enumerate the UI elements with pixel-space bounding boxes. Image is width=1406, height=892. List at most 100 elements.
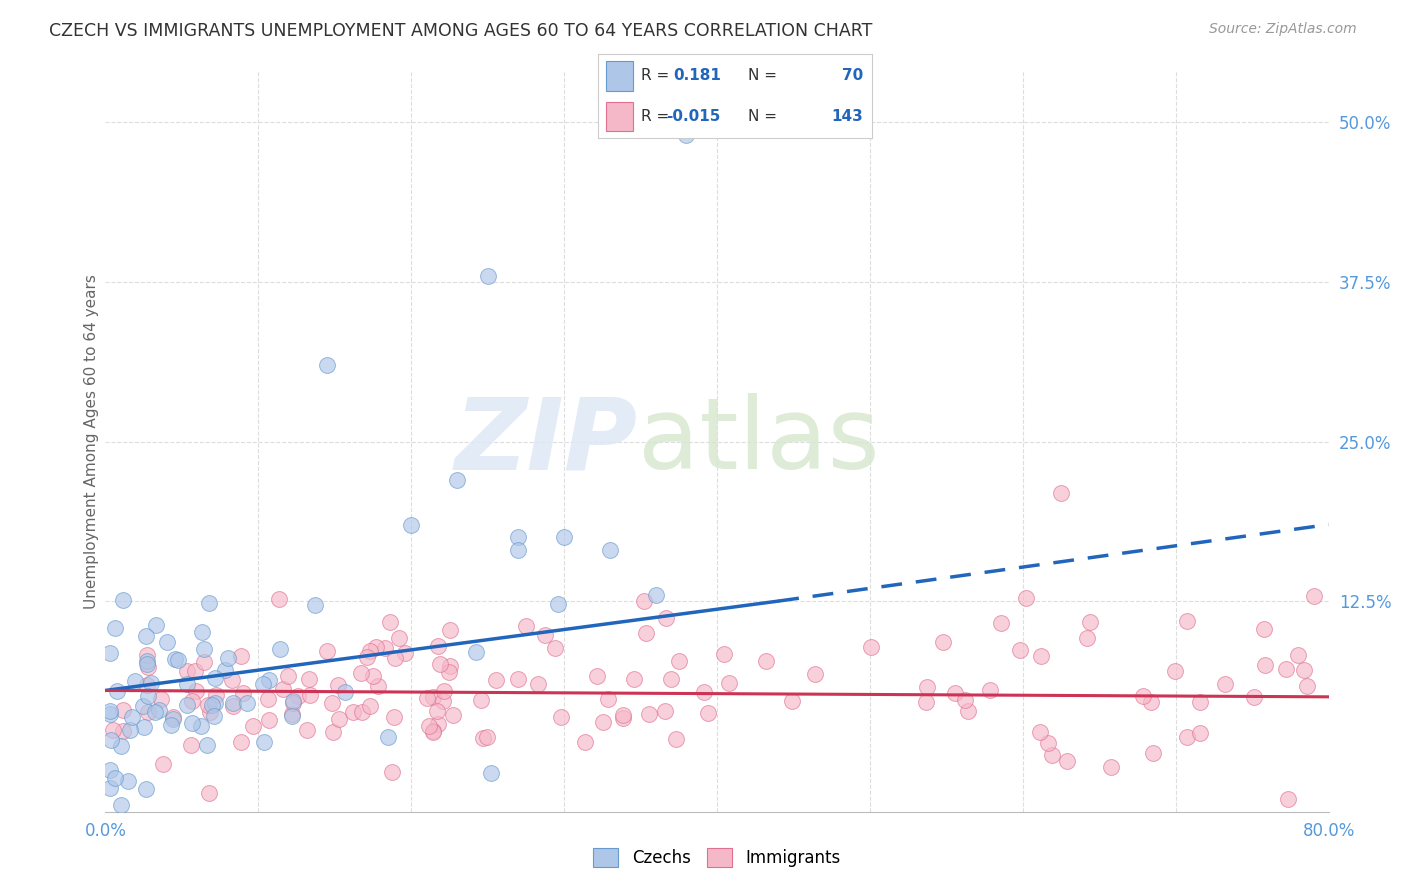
Point <box>432 694 454 708</box>
Point <box>111 593 134 607</box>
Point <box>350 705 373 719</box>
Point <box>316 644 339 658</box>
Point <box>1132 689 1154 703</box>
Point <box>257 713 280 727</box>
Point <box>508 543 530 558</box>
Point <box>148 703 170 717</box>
Point <box>380 615 402 630</box>
Point <box>136 706 159 720</box>
Point <box>612 707 634 722</box>
Point <box>152 756 174 771</box>
Point <box>135 629 157 643</box>
Point <box>553 530 575 544</box>
Point <box>533 628 555 642</box>
Point <box>1274 662 1296 676</box>
Point <box>382 710 405 724</box>
Point <box>193 641 215 656</box>
Point <box>136 648 159 663</box>
Point <box>381 765 404 780</box>
Point <box>1015 591 1038 605</box>
Text: Source: ZipAtlas.com: Source: ZipAtlas.com <box>1209 22 1357 37</box>
Point <box>287 690 309 704</box>
Text: CZECH VS IMMIGRANTS UNEMPLOYMENT AMONG AGES 60 TO 64 YEARS CORRELATION CHART: CZECH VS IMMIGRANTS UNEMPLOYMENT AMONG A… <box>49 22 873 40</box>
Point <box>550 710 572 724</box>
Point <box>943 686 966 700</box>
Point <box>1040 748 1063 763</box>
Point <box>135 654 157 668</box>
Point <box>1140 695 1163 709</box>
Point <box>422 690 444 705</box>
Point <box>439 623 461 637</box>
Point <box>193 655 215 669</box>
Point <box>121 709 143 723</box>
Point <box>1099 760 1122 774</box>
Point <box>1038 736 1060 750</box>
Point <box>374 640 396 655</box>
Point <box>394 646 416 660</box>
Point <box>271 681 294 696</box>
Point <box>574 735 596 749</box>
Point <box>98 705 121 719</box>
Point <box>470 692 492 706</box>
Point <box>98 780 121 795</box>
Text: ZIP: ZIP <box>454 393 637 490</box>
Point <box>623 672 645 686</box>
Point <box>181 716 204 731</box>
Point <box>135 678 157 692</box>
Point <box>166 653 188 667</box>
Point <box>231 649 253 664</box>
Point <box>439 659 461 673</box>
Point <box>101 723 124 738</box>
Point <box>98 763 121 777</box>
Point <box>1078 615 1101 629</box>
Point <box>596 691 619 706</box>
Point <box>256 692 278 706</box>
Point <box>418 719 440 733</box>
Point <box>359 698 381 713</box>
Point <box>416 691 439 706</box>
Point <box>118 723 141 737</box>
Point <box>110 798 132 813</box>
Point <box>232 686 254 700</box>
Point <box>506 673 529 687</box>
Point <box>479 765 502 780</box>
Text: N =: N = <box>748 109 778 124</box>
Point <box>446 473 468 487</box>
Point <box>1243 690 1265 705</box>
Point <box>124 674 146 689</box>
Point <box>429 657 451 671</box>
Point <box>269 642 291 657</box>
Point <box>1056 754 1078 768</box>
Point <box>104 771 127 785</box>
Point <box>599 543 621 558</box>
Point <box>1175 614 1198 628</box>
Point <box>204 688 226 702</box>
Point <box>1254 657 1277 672</box>
Point <box>471 731 494 745</box>
Point <box>475 731 498 745</box>
Point <box>191 624 214 639</box>
Text: 143: 143 <box>832 109 863 124</box>
Point <box>117 773 139 788</box>
Point <box>134 720 156 734</box>
Point <box>217 651 239 665</box>
Point <box>547 597 569 611</box>
Point <box>98 646 121 660</box>
Point <box>1029 725 1052 739</box>
Point <box>235 696 257 710</box>
Point <box>242 719 264 733</box>
Point <box>693 685 716 699</box>
Point <box>176 698 198 713</box>
Point <box>342 706 364 720</box>
Point <box>222 696 245 710</box>
Point <box>184 684 207 698</box>
Point <box>105 683 128 698</box>
Point <box>1253 622 1275 636</box>
Point <box>143 705 166 719</box>
Point <box>165 652 187 666</box>
Point <box>990 616 1012 631</box>
Legend: Czechs, Immigrants: Czechs, Immigrants <box>586 841 848 874</box>
Point <box>441 707 464 722</box>
Point <box>112 723 135 738</box>
Point <box>654 705 676 719</box>
